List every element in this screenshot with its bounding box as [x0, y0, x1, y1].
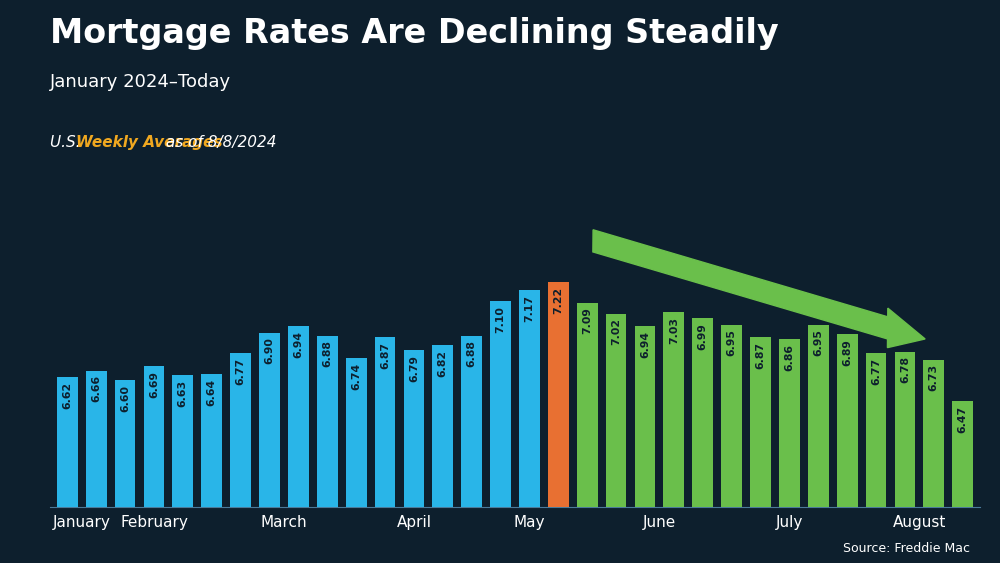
Text: 6.87: 6.87	[755, 342, 765, 369]
Bar	[201, 374, 222, 563]
Bar	[923, 360, 944, 563]
Bar	[837, 334, 858, 563]
Text: Weekly Averages: Weekly Averages	[76, 135, 223, 150]
Bar	[606, 314, 626, 563]
Bar	[404, 350, 424, 563]
Text: 6.66: 6.66	[91, 376, 101, 403]
Bar	[115, 380, 135, 563]
Text: 6.88: 6.88	[467, 341, 477, 368]
Bar	[519, 290, 540, 563]
Bar	[144, 366, 164, 563]
Text: 6.95: 6.95	[813, 329, 823, 356]
Text: 6.60: 6.60	[120, 385, 130, 412]
Text: 6.62: 6.62	[62, 382, 72, 409]
Text: 6.87: 6.87	[380, 342, 390, 369]
Bar	[548, 282, 569, 563]
Bar	[635, 327, 655, 563]
Bar	[750, 337, 771, 563]
Text: 6.82: 6.82	[438, 350, 448, 377]
Text: 7.02: 7.02	[611, 319, 621, 345]
Text: 6.94: 6.94	[293, 331, 303, 358]
Text: 6.95: 6.95	[727, 329, 737, 356]
Text: 6.73: 6.73	[929, 364, 939, 391]
Bar	[779, 339, 800, 563]
Text: 7.10: 7.10	[496, 306, 506, 333]
Bar	[57, 377, 78, 563]
Text: 6.88: 6.88	[322, 341, 332, 368]
Text: 7.17: 7.17	[524, 294, 534, 321]
Text: 6.86: 6.86	[784, 343, 794, 370]
Text: 6.64: 6.64	[207, 378, 217, 406]
Bar	[230, 353, 251, 563]
Text: 6.79: 6.79	[409, 355, 419, 382]
Bar	[866, 353, 886, 563]
Text: U.S.: U.S.	[50, 135, 85, 150]
Bar	[952, 401, 973, 563]
Bar	[317, 336, 338, 563]
Text: January 2024–Today: January 2024–Today	[50, 73, 231, 91]
Text: 7.09: 7.09	[582, 307, 592, 334]
Text: 6.78: 6.78	[900, 356, 910, 383]
Bar	[577, 302, 598, 563]
Bar	[692, 319, 713, 563]
Text: Source: Freddie Mac: Source: Freddie Mac	[843, 542, 970, 555]
Text: 6.89: 6.89	[842, 339, 852, 366]
Bar	[808, 325, 829, 563]
Text: 7.22: 7.22	[553, 287, 563, 314]
Text: as of 8/8/2024: as of 8/8/2024	[161, 135, 276, 150]
Text: 6.69: 6.69	[149, 370, 159, 397]
Bar	[86, 370, 107, 563]
Bar	[288, 327, 309, 563]
Bar	[259, 333, 280, 563]
Bar	[721, 325, 742, 563]
Bar	[432, 345, 453, 563]
Text: 6.94: 6.94	[640, 331, 650, 358]
Text: 6.90: 6.90	[265, 337, 275, 364]
Bar	[375, 337, 395, 563]
Text: Mortgage Rates Are Declining Steadily: Mortgage Rates Are Declining Steadily	[50, 17, 779, 50]
Bar	[346, 358, 367, 563]
Text: 6.77: 6.77	[871, 358, 881, 385]
Bar	[461, 336, 482, 563]
Bar	[490, 301, 511, 563]
Text: 7.03: 7.03	[669, 317, 679, 344]
Text: 6.47: 6.47	[958, 405, 968, 432]
Text: 6.77: 6.77	[236, 358, 246, 385]
Text: 6.99: 6.99	[698, 323, 708, 350]
Text: 6.74: 6.74	[351, 363, 361, 390]
FancyArrow shape	[593, 230, 925, 347]
Bar	[895, 352, 915, 563]
Bar	[172, 376, 193, 563]
Text: 6.63: 6.63	[178, 380, 188, 407]
Bar	[663, 312, 684, 563]
